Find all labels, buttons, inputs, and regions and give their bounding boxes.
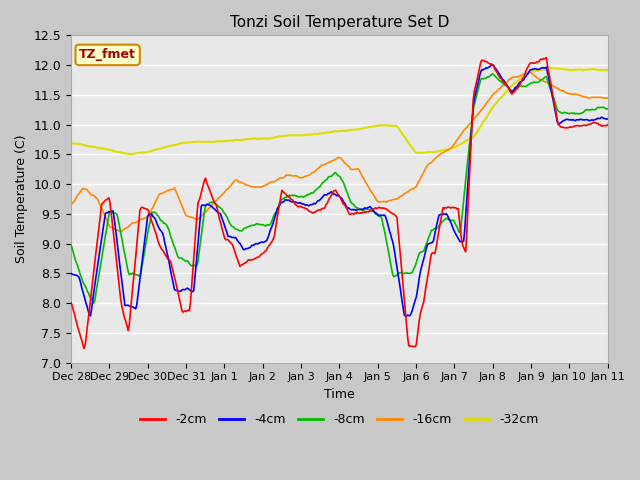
- Y-axis label: Soil Temperature (C): Soil Temperature (C): [15, 135, 28, 263]
- X-axis label: Time: Time: [324, 388, 355, 401]
- Text: TZ_fmet: TZ_fmet: [79, 48, 136, 61]
- Legend: -2cm, -4cm, -8cm, -16cm, -32cm: -2cm, -4cm, -8cm, -16cm, -32cm: [135, 408, 543, 431]
- Title: Tonzi Soil Temperature Set D: Tonzi Soil Temperature Set D: [230, 15, 449, 30]
